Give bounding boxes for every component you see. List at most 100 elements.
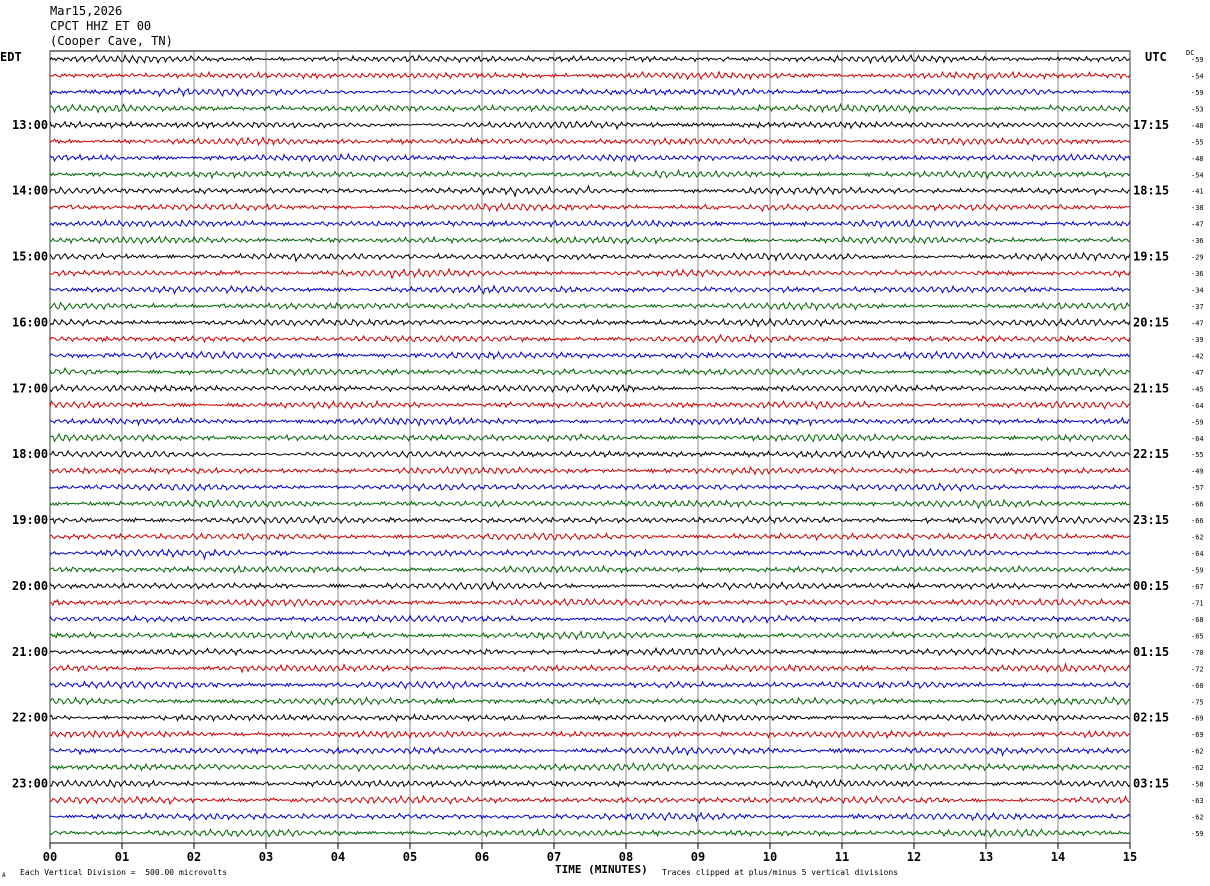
trace-line xyxy=(49,234,1131,245)
trace-line xyxy=(49,465,1131,476)
utc-axis-label: UTC xyxy=(1145,50,1167,64)
dc-offset-label: -64 xyxy=(1191,435,1204,443)
x-tick-label: 01 xyxy=(115,850,129,864)
edt-axis-label: EDT xyxy=(0,50,22,64)
dc-offset-label: -59 xyxy=(1191,89,1204,97)
dc-offset-label: -62 xyxy=(1191,814,1204,822)
dc-offset-label: -39 xyxy=(1191,336,1204,344)
dc-offset-label: -69 xyxy=(1191,731,1204,739)
trace-line xyxy=(49,152,1131,163)
dc-offset-label: -71 xyxy=(1191,599,1204,607)
trace-line xyxy=(49,614,1131,624)
dc-offset-label: -69 xyxy=(1191,715,1204,723)
x-tick-label: 11 xyxy=(835,850,849,864)
dc-offset-label: -59 xyxy=(1191,830,1204,838)
edt-hour-label: 23:00 xyxy=(12,777,48,791)
x-tick-label: 07 xyxy=(547,850,561,864)
x-tick-label: 03 xyxy=(259,850,273,864)
dc-offset-label: -60 xyxy=(1191,682,1204,690)
dc-offset-label: -64 xyxy=(1191,550,1204,558)
dc-offset-label: -58 xyxy=(1191,781,1204,789)
trace-line xyxy=(49,828,1131,838)
x-tick-label: 06 xyxy=(475,850,489,864)
plot-date: Mar15,2026 xyxy=(50,4,123,18)
x-tick-label: 10 xyxy=(763,850,777,864)
utc-hour-label: 03:15 xyxy=(1133,777,1169,791)
dc-offset-label: -55 xyxy=(1191,138,1204,146)
trace-line xyxy=(49,366,1131,378)
dc-offset-label: -72 xyxy=(1191,665,1204,673)
dc-offset-label: -47 xyxy=(1191,221,1204,229)
dc-offset-label: -59 xyxy=(1191,56,1204,64)
trace-line xyxy=(49,432,1131,443)
trace-line xyxy=(49,317,1131,328)
dc-offset-label: -54 xyxy=(1191,72,1204,80)
trace-line xyxy=(49,136,1131,147)
trace-line xyxy=(49,680,1131,690)
trace-line xyxy=(49,350,1131,361)
trace-line xyxy=(49,399,1131,411)
utc-hour-label: 18:15 xyxy=(1133,184,1169,198)
dc-offset-label: -48 xyxy=(1191,122,1204,130)
dc-offset-label: -36 xyxy=(1191,270,1204,278)
utc-hour-label: 19:15 xyxy=(1133,250,1169,264)
utc-hour-label: 21:15 xyxy=(1133,381,1169,395)
trace-line xyxy=(49,564,1131,575)
dc-offset-label: -64 xyxy=(1191,402,1204,410)
dc-offset-label: -41 xyxy=(1191,188,1204,196)
edt-hour-label: 16:00 xyxy=(12,315,48,329)
trace-line xyxy=(49,498,1131,510)
x-tick-label: 15 xyxy=(1123,850,1137,864)
utc-hour-label: 17:15 xyxy=(1133,118,1169,132)
dc-offset-label: -59 xyxy=(1191,567,1204,575)
x-tick-label: 05 xyxy=(403,850,417,864)
dc-offset-label: -54 xyxy=(1191,171,1204,179)
trace-line xyxy=(49,301,1131,312)
dc-offset-label: -42 xyxy=(1191,352,1204,360)
trace-line xyxy=(49,597,1131,608)
utc-hour-label: 01:15 xyxy=(1133,645,1169,659)
trace-line xyxy=(49,794,1131,806)
trace-line xyxy=(49,218,1131,229)
trace-line xyxy=(49,514,1131,526)
edt-hour-label: 20:00 xyxy=(12,579,48,593)
utc-hour-label: 22:15 xyxy=(1133,447,1169,461)
trace-line xyxy=(49,383,1131,394)
trace-line xyxy=(49,662,1131,674)
dc-offset-label: -29 xyxy=(1191,254,1204,262)
dc-offset-label: -55 xyxy=(1191,451,1204,459)
trace-line xyxy=(49,729,1131,740)
dc-offset-label: -59 xyxy=(1191,418,1204,426)
dc-column-label: DC xyxy=(1186,49,1195,57)
trace-line xyxy=(49,449,1131,459)
trace-line xyxy=(49,745,1131,757)
station-location: (Cooper Cave, TN) xyxy=(50,34,173,48)
corner-mark: A xyxy=(2,872,6,879)
utc-hour-label: 20:15 xyxy=(1133,315,1169,329)
trace-line xyxy=(49,284,1131,296)
utc-hour-label: 02:15 xyxy=(1133,711,1169,725)
dc-offset-label: -70 xyxy=(1191,649,1204,657)
trace-line xyxy=(49,778,1131,789)
edt-hour-label: 21:00 xyxy=(12,645,48,659)
dc-offset-label: -37 xyxy=(1191,303,1204,311)
dc-offset-label: -63 xyxy=(1191,797,1204,805)
edt-hour-label: 17:00 xyxy=(12,381,48,395)
dc-offset-label: -45 xyxy=(1191,385,1204,393)
trace-line xyxy=(49,532,1131,542)
x-axis-title: TIME (MINUTES) xyxy=(555,863,648,876)
trace-line xyxy=(49,646,1131,657)
x-tick-label: 00 xyxy=(43,850,57,864)
clip-note: Traces clipped at plus/minus 5 vertical … xyxy=(662,868,899,877)
x-tick-label: 08 xyxy=(619,850,633,864)
dc-offset-label: -66 xyxy=(1191,517,1204,525)
trace-line xyxy=(49,120,1131,131)
trace-line xyxy=(49,761,1131,773)
edt-hour-label: 18:00 xyxy=(12,447,48,461)
plot-frame xyxy=(49,50,1131,844)
dc-offset-label: -62 xyxy=(1191,748,1204,756)
trace-line xyxy=(49,580,1131,591)
trace-line xyxy=(49,53,1131,65)
trace-line xyxy=(49,713,1131,723)
trace-line xyxy=(49,630,1131,641)
